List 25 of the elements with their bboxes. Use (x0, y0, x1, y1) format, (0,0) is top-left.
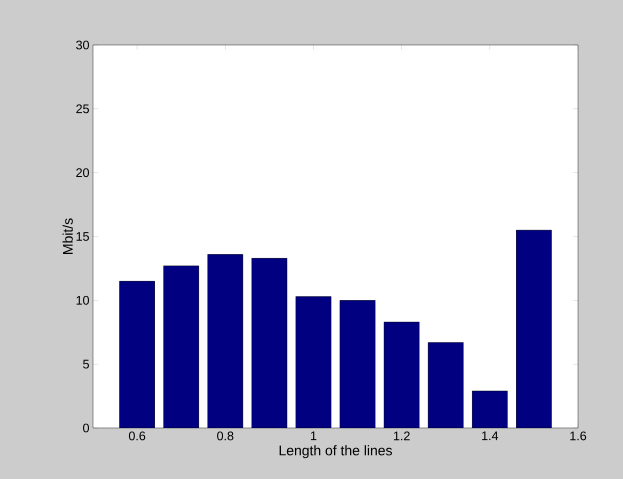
y-tick-label: 30 (76, 40, 89, 50)
bar (340, 300, 376, 428)
y-tick-label: 20 (76, 168, 89, 178)
bar (516, 230, 552, 428)
x-tick-label: 1 (310, 432, 316, 440)
bar (119, 281, 155, 428)
y-tick-label: 5 (83, 360, 89, 368)
bar (252, 258, 288, 428)
bar (296, 296, 332, 428)
y-tick-label: 15 (76, 232, 89, 241)
x-tick-label: 0.6 (128, 432, 146, 440)
x-tick-label: 1.4 (482, 432, 498, 440)
x-tick-label: 0.8 (217, 432, 234, 440)
x-tick-label: 1.6 (570, 432, 586, 440)
bar (208, 254, 243, 428)
bar (164, 266, 199, 428)
y-axis-title: Mbit/s (62, 218, 73, 254)
bar (428, 342, 464, 428)
y-tick-label: 25 (76, 104, 89, 114)
x-tick-label: 1.2 (394, 432, 410, 440)
y-tick-label: 10 (76, 296, 89, 305)
bar (384, 322, 420, 428)
y-tick-label: 0 (83, 424, 89, 432)
x-axis-title: Length of the lines (280, 445, 392, 458)
bar (472, 390, 508, 428)
